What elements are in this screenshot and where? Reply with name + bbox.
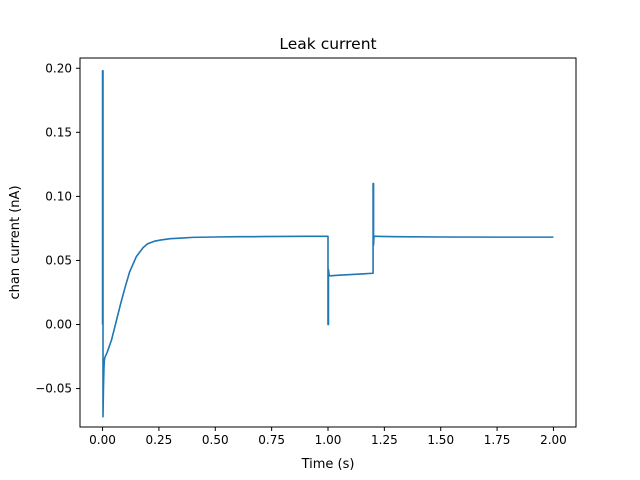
plot-area-frame xyxy=(79,57,577,428)
y-axis-ticks: −0.05 0.00 0.05 0.10 0.15 0.20 xyxy=(35,61,80,396)
y-tick-label: 0.15 xyxy=(45,125,72,139)
x-tick-label: 1.25 xyxy=(371,433,398,447)
y-tick-label: 0.05 xyxy=(45,253,72,267)
x-tick-label: 0.50 xyxy=(202,433,229,447)
y-tick-label: −0.05 xyxy=(35,382,72,396)
series-line xyxy=(101,70,554,418)
x-tick-label: 0.00 xyxy=(89,433,116,447)
chart-title: Leak current xyxy=(279,35,376,53)
y-tick-label: 0.10 xyxy=(45,189,72,203)
y-axis-label: chan current (nA) xyxy=(8,185,23,299)
x-tick-label: 1.50 xyxy=(427,433,454,447)
x-tick-label: 2.00 xyxy=(540,433,567,447)
series-layer xyxy=(101,70,554,418)
x-tick-label: 1.00 xyxy=(315,433,342,447)
x-tick-label: 1.75 xyxy=(484,433,511,447)
x-axis-label: Time (s) xyxy=(301,457,355,472)
y-tick-label: 0.20 xyxy=(45,61,72,75)
x-tick-label: 0.25 xyxy=(146,433,173,447)
y-tick-label: 0.00 xyxy=(45,318,72,332)
x-axis-ticks: 0.00 0.25 0.50 0.75 1.00 1.25 1.50 1.75 2.00 xyxy=(89,427,567,447)
x-tick-label: 0.75 xyxy=(258,433,285,447)
